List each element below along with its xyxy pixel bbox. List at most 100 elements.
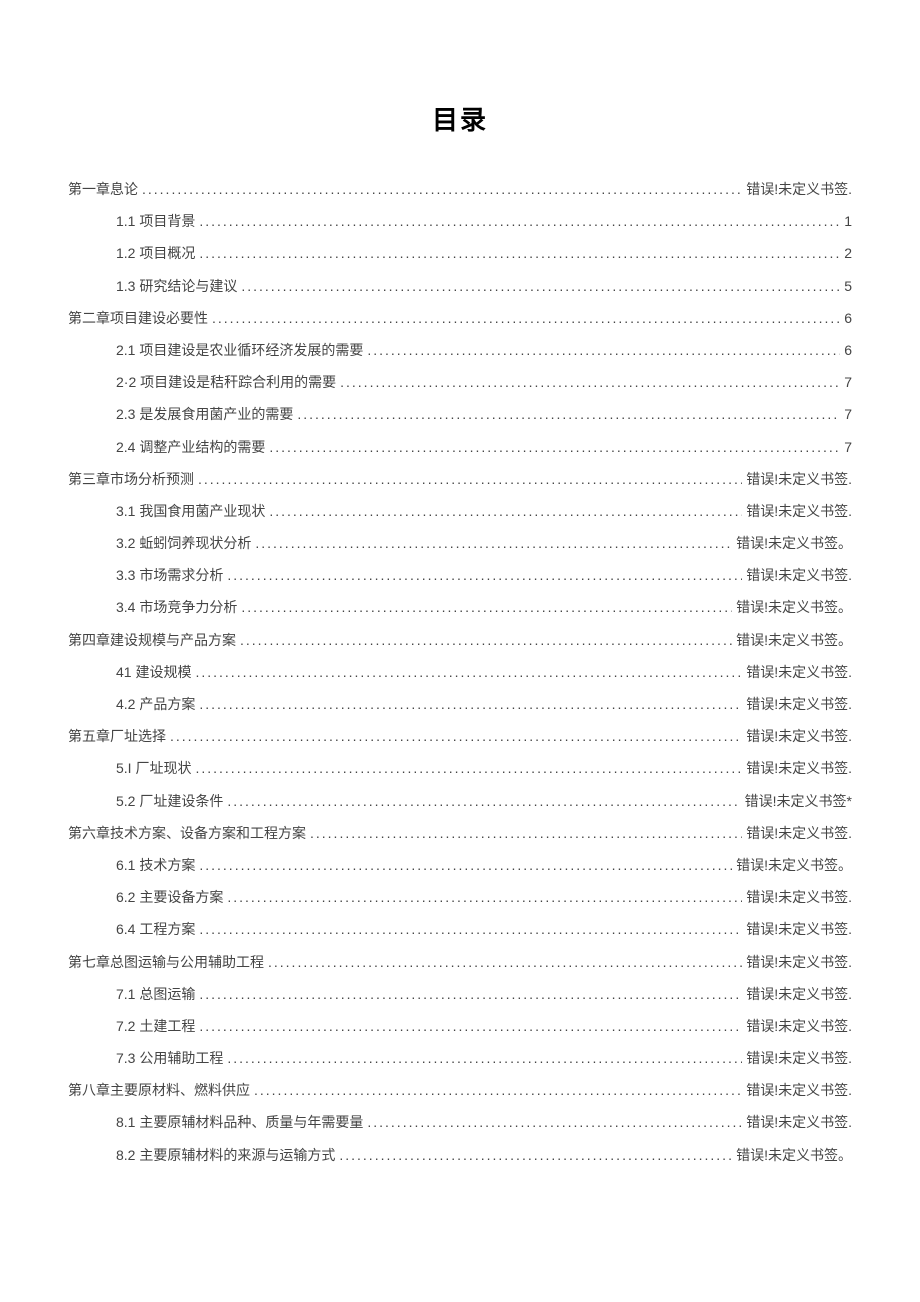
toc-entry-page: 错误!未定义书签. [746,913,852,945]
toc-entry-page: 错误!未定义书签. [746,1106,852,1138]
toc-entry-leader-dots [227,785,740,817]
toc-entry-page: 错误!未定义书签. [746,463,852,495]
table-of-contents: 第一章息论错误!未定义书签.1.1 项目背景11.2 项目概况21.3 研究结论… [68,173,852,1171]
toc-entry: 3.1 我国食用菌产业现状 错误!未定义书签. [68,495,852,527]
toc-entry: 第七章总图运输与公用辅助工程 错误!未定义书签. [68,946,852,978]
toc-entry-label: 第八章主要原材料、燃料供应 [68,1074,250,1106]
toc-entry-label: 5.I 厂址现状 [116,752,191,784]
toc-entry-page: 错误!未定义书签。 [736,1139,852,1171]
toc-entry-label: 第一章息论 [68,173,138,205]
toc-entry: 1.2 项目概况2 [68,237,852,269]
toc-entry: 第五章厂址选择 错误!未定义书签. [68,720,852,752]
toc-entry-leader-dots [227,1042,742,1074]
toc-entry-label: 第七章总图运输与公用辅助工程 [68,946,264,978]
toc-entry-leader-dots [240,624,732,656]
toc-entry-leader-dots [198,463,742,495]
toc-entry-page: 错误!未定义书签. [746,1010,852,1042]
toc-entry-leader-dots [199,849,732,881]
toc-entry: 1.3 研究结论与建议 5 [68,270,852,302]
document-title: 目录 [68,100,852,137]
toc-entry-page: 错误!未定义书签. [746,946,852,978]
toc-entry: 第三章市场分析预测 错误!未定义书签. [68,463,852,495]
toc-entry-label: 第六章技术方案、设备方案和工程方案 [68,817,306,849]
toc-entry-page: 5 [844,270,852,302]
toc-entry: 7.1 总图运输错误!未定义书签. [68,978,852,1010]
toc-entry-leader-dots [255,527,732,559]
toc-entry: 第一章息论错误!未定义书签. [68,173,852,205]
toc-entry-leader-dots [268,946,742,978]
toc-entry: 4.2 产品方案 错误!未定义书签. [68,688,852,720]
toc-entry-leader-dots [269,495,742,527]
toc-entry-page: 错误!未定义书签. [746,752,852,784]
toc-entry-leader-dots [199,237,840,269]
toc-entry: 3.3 市场需求分析 错误!未定义书签. [68,559,852,591]
toc-entry: 2.4 调整产业结构的需要7 [68,431,852,463]
toc-entry-leader-dots [269,431,840,463]
toc-entry-label: 第三章市场分析预测 [68,463,194,495]
toc-entry-leader-dots [199,913,742,945]
toc-entry-label: 2.3 是发展食用菌产业的需要 [116,398,293,430]
toc-entry-leader-dots [212,302,840,334]
toc-entry-leader-dots [241,591,732,623]
toc-entry-label: 1.3 研究结论与建议 [116,270,237,302]
toc-entry-label: 6.1 技术方案 [116,849,195,881]
toc-entry-page: 错误!未定义书签. [746,1042,852,1074]
toc-entry-leader-dots [142,173,742,205]
toc-entry-label: 第五章厂址选择 [68,720,166,752]
toc-entry-leader-dots [367,334,840,366]
toc-entry: 8.2 主要原辅材料的来源与运输方式错误!未定义书签。 [68,1139,852,1171]
toc-entry-page: 错误!未定义书签。 [736,527,852,559]
toc-entry-leader-dots [199,978,742,1010]
toc-entry-label: 2.1 项目建设是农业循环经济发展的需要 [116,334,363,366]
toc-entry-page: 错误!未定义书签。 [736,591,852,623]
toc-entry-leader-dots [367,1106,742,1138]
toc-entry: 41 建设规模错误!未定义书签. [68,656,852,688]
toc-entry: 2·2 项目建设是秸秆踪合利用的需要7 [68,366,852,398]
toc-entry-leader-dots [254,1074,742,1106]
toc-entry-label: 第四章建设规模与产品方案 [68,624,236,656]
toc-entry-label: 3.3 市场需求分析 [116,559,223,591]
toc-entry-leader-dots [195,656,742,688]
toc-entry-leader-dots [241,270,840,302]
toc-entry-leader-dots [339,1139,732,1171]
toc-entry-leader-dots [199,205,840,237]
toc-entry-label: 3.4 市场竞争力分析 [116,591,237,623]
toc-entry: 2.3 是发展食用菌产业的需要7 [68,398,852,430]
toc-entry: 第二章项目建设必要性 6 [68,302,852,334]
toc-entry-leader-dots [170,720,742,752]
toc-entry-page: 错误!未定义书签. [746,688,852,720]
toc-entry-label: 1.1 项目背景 [116,205,195,237]
toc-entry-label: 8.1 主要原辅材料品种、质量与年需要量 [116,1106,363,1138]
toc-entry-page: 错误!未定义书签. [746,881,852,913]
toc-entry-page: 错误!未定义书签. [746,559,852,591]
toc-entry: 第四章建设规模与产品方案错误!未定义书签。 [68,624,852,656]
toc-entry-leader-dots [227,881,742,913]
toc-entry-leader-dots [199,688,742,720]
toc-entry: 6.4 工程方案错误!未定义书签. [68,913,852,945]
toc-entry-page: 2 [844,237,852,269]
toc-entry-label: 7.3 公用辅助工程 [116,1042,223,1074]
toc-entry-label: 第二章项目建设必要性 [68,302,208,334]
toc-entry: 第六章技术方案、设备方案和工程方案错误!未定义书签. [68,817,852,849]
toc-entry-label: 4.2 产品方案 [116,688,195,720]
toc-entry-page: 错误!未定义书签. [746,720,852,752]
toc-entry-page: 错误!未定义书签. [746,1074,852,1106]
toc-entry: 5.I 厂址现状 错误!未定义书签. [68,752,852,784]
toc-entry-leader-dots [195,752,742,784]
toc-entry-label: 2.4 调整产业结构的需要 [116,431,265,463]
toc-entry-page: 错误!未定义书签。 [736,849,852,881]
toc-entry-page: 6 [844,334,852,366]
toc-entry-page: 1 [844,205,852,237]
toc-entry: 6.1 技术方案 错误!未定义书签。 [68,849,852,881]
toc-entry: 6.2 主要设备方案 错误!未定义书签. [68,881,852,913]
toc-entry: 2.1 项目建设是农业循环经济发展的需要 6 [68,334,852,366]
toc-entry-leader-dots [227,559,742,591]
toc-entry-leader-dots [199,1010,742,1042]
toc-entry: 第八章主要原材料、燃料供应 错误!未定义书签. [68,1074,852,1106]
toc-entry-leader-dots [310,817,742,849]
toc-entry-page: 错误!未定义书签. [746,656,852,688]
toc-entry-page: 6 [844,302,852,334]
toc-entry-label: 3.1 我国食用菌产业现状 [116,495,265,527]
toc-entry-page: 错误!未定义书签. [746,495,852,527]
toc-entry-label: 6.2 主要设备方案 [116,881,223,913]
